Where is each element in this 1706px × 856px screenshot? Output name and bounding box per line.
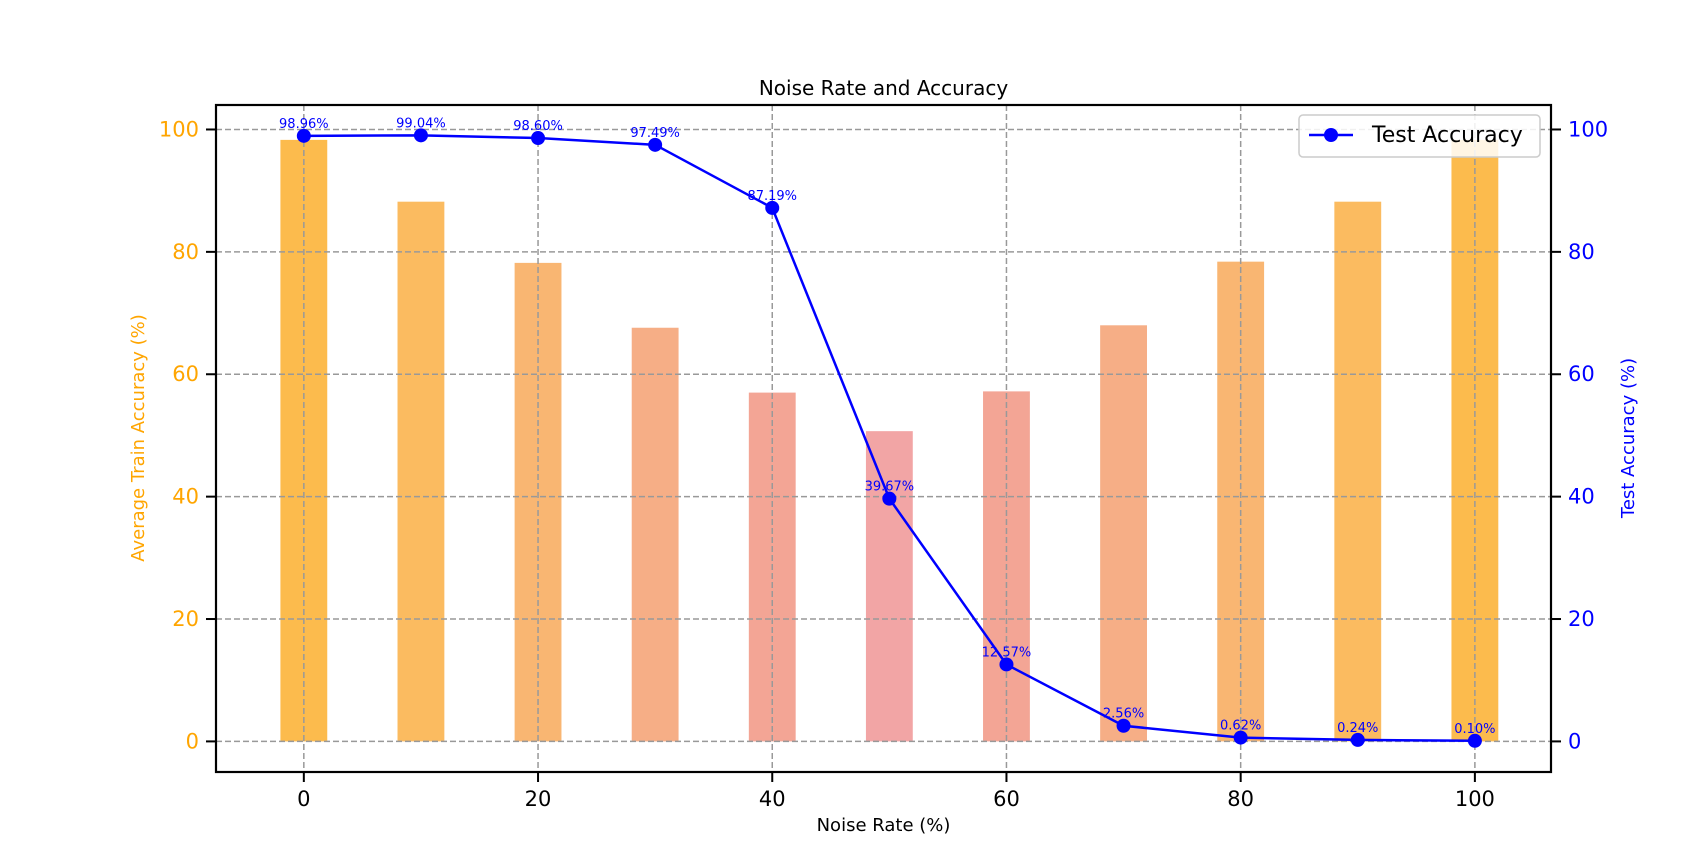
train-accuracy-bar	[631, 327, 679, 742]
plot-frame	[214, 103, 1553, 774]
y-left-tick-label: 100	[159, 117, 199, 141]
axes-ticks: 0 20 40 60 80 100 0 20 40 60 80 100 0 20 40 60 80 100	[159, 117, 1608, 811]
test-accuracy-point	[1233, 730, 1248, 745]
legend-marker-swatch	[1324, 128, 1338, 142]
x-tick-label: 60	[993, 787, 1020, 811]
test-accuracy-point	[1350, 732, 1365, 747]
chart-title: Noise Rate and Accuracy	[759, 76, 1009, 100]
y-right-tick-label: 60	[1568, 362, 1595, 386]
test-accuracy-data-label: 98.60%	[513, 119, 563, 134]
test-accuracy-data-label: 12.57%	[982, 645, 1032, 660]
y-right-tick-label: 0	[1568, 729, 1581, 753]
test-accuracy-point	[999, 657, 1014, 672]
y-axis-label-left: Average Train Accuracy (%)	[128, 314, 149, 562]
y-left-tick-label: 80	[172, 240, 199, 264]
test-accuracy-data-label: 98.96%	[279, 117, 329, 132]
test-accuracy-data-label: 0.24%	[1337, 721, 1378, 736]
y-left-tick-label: 40	[172, 485, 199, 509]
test-accuracy-line: 98.96% 99.04% 98.60% 97.49% 87.19% 39.67% 12.5…	[279, 116, 1496, 748]
train-accuracy-bar	[1100, 325, 1147, 742]
x-tick-label: 0	[297, 787, 310, 811]
y-right-tick-label: 20	[1568, 607, 1595, 631]
test-accuracy-data-label: 0.62%	[1220, 719, 1261, 734]
grid	[216, 105, 1551, 772]
test-accuracy-data-label: 99.04%	[396, 116, 446, 131]
test-accuracy-point	[413, 128, 428, 143]
x-tick-label: 40	[759, 787, 786, 811]
x-axis-label: Noise Rate (%)	[817, 815, 951, 836]
y-axis-label-right: Test Accuracy (%)	[1618, 358, 1639, 519]
train-accuracy-bar	[397, 201, 445, 742]
test-accuracy-data-label: 87.19%	[747, 189, 797, 204]
y-right-tick-label: 80	[1568, 240, 1595, 264]
test-accuracy-data-label: 0.10%	[1454, 722, 1495, 737]
y-left-tick-label: 20	[172, 607, 199, 631]
y-left-tick-label: 0	[186, 729, 199, 753]
legend: Test Accuracy	[1298, 114, 1541, 158]
test-accuracy-point	[1116, 718, 1131, 733]
test-accuracy-point	[648, 137, 663, 152]
test-accuracy-data-label: 97.49%	[630, 126, 680, 141]
y-right-tick-label: 100	[1568, 117, 1608, 141]
x-tick-label: 80	[1227, 787, 1254, 811]
y-right-tick-label: 40	[1568, 485, 1595, 509]
x-tick-label: 100	[1455, 787, 1495, 811]
test-accuracy-point	[765, 200, 780, 215]
train-accuracy-bar	[1334, 201, 1382, 742]
x-tick-label: 20	[525, 787, 552, 811]
test-accuracy-data-label: 2.56%	[1103, 707, 1144, 722]
train-accuracy-bar	[865, 431, 913, 742]
legend-box	[1298, 114, 1541, 158]
test-accuracy-point	[1467, 733, 1482, 748]
test-accuracy-point	[296, 128, 311, 143]
test-accuracy-point	[531, 131, 546, 146]
y-left-tick-label: 60	[172, 362, 199, 386]
legend-label-test-accuracy: Test Accuracy	[1371, 123, 1523, 148]
test-accuracy-point	[882, 491, 897, 506]
test-accuracy-data-label: 39.67%	[865, 480, 915, 495]
